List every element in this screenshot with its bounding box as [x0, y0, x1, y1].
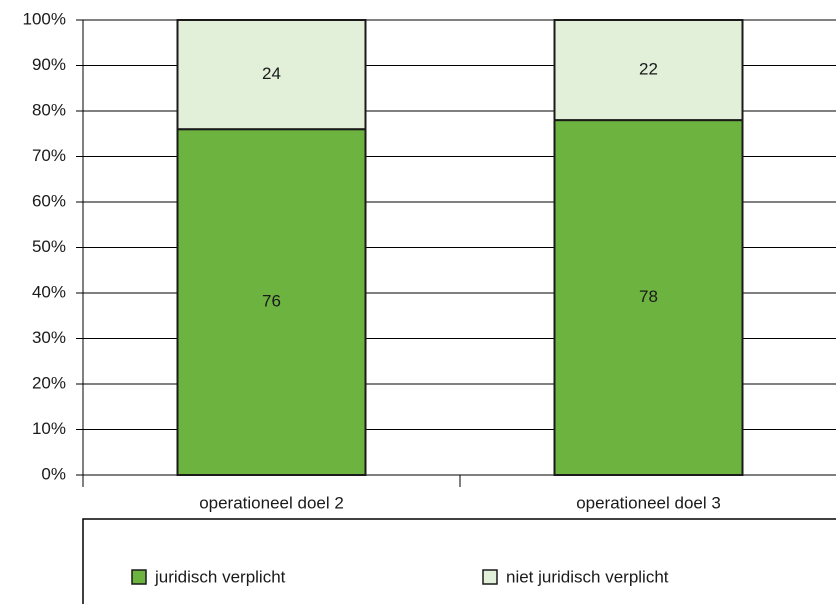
x-tick-label: operationeel doel 3	[576, 493, 721, 512]
y-tick-label: 60%	[32, 191, 66, 210]
legend-swatch	[482, 569, 498, 585]
y-tick-label: 90%	[32, 55, 66, 74]
y-tick-label: 20%	[32, 373, 66, 392]
y-tick-label: 30%	[32, 328, 66, 347]
y-tick-label: 0%	[41, 464, 66, 483]
data-label: 76	[262, 292, 281, 311]
y-tick-label: 50%	[32, 237, 66, 256]
x-tick-label: operationeel doel 2	[199, 493, 344, 512]
legend-box	[82, 518, 836, 604]
bar-segment	[176, 19, 367, 131]
y-tick-label: 80%	[32, 100, 66, 119]
legend-label: niet juridisch verplicht	[506, 567, 669, 586]
bar-segment	[176, 128, 367, 476]
data-label: 22	[639, 60, 658, 79]
y-tick-label: 10%	[32, 419, 66, 438]
data-label: 78	[639, 287, 658, 306]
y-tick-label: 70%	[32, 146, 66, 165]
y-tick-label: 40%	[32, 282, 66, 301]
legend-swatch	[131, 569, 147, 585]
legend-label: juridisch verplicht	[154, 567, 286, 586]
data-label: 24	[262, 64, 281, 83]
bar-segment	[553, 19, 744, 122]
y-tick-label: 100%	[23, 9, 66, 28]
bar-segment	[553, 119, 744, 476]
